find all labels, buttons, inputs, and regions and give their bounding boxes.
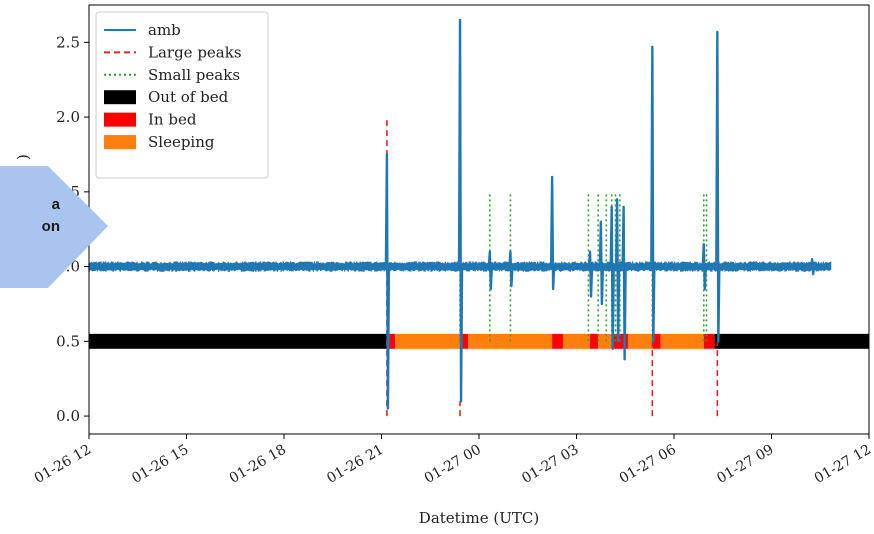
amb-spike <box>587 250 594 298</box>
x-tick-label: 01-27 06 <box>617 442 679 487</box>
callout-label-line-1: a <box>51 196 60 213</box>
state-segment <box>703 333 715 349</box>
state-segment <box>590 333 599 349</box>
state-segment <box>660 333 704 349</box>
state-band <box>89 333 869 349</box>
legend-entry: In bed <box>104 111 197 129</box>
state-segment <box>652 333 661 349</box>
y-axis-label: ) <box>14 154 32 160</box>
state-segment <box>89 333 387 349</box>
y-tick-label: 2.5 <box>56 33 80 51</box>
legend-swatch <box>104 112 136 127</box>
legend-label: Large peaks <box>148 43 242 61</box>
y-tick-label: 0.5 <box>56 332 80 350</box>
state-segment <box>627 333 653 349</box>
x-tick-label: 01-27 00 <box>422 442 484 487</box>
legend-entry: Large peaks <box>104 43 242 61</box>
legend-box <box>95 11 269 179</box>
state-segment <box>714 333 869 349</box>
x-tick-label: 01-26 21 <box>324 442 386 487</box>
legend-swatch <box>104 90 136 105</box>
legend-label: In bed <box>148 111 197 129</box>
y-tick-label: 0.0 <box>56 407 80 425</box>
legend-swatch <box>104 135 136 149</box>
state-segment <box>598 333 612 349</box>
large-peak-markers <box>386 117 719 417</box>
amb-spike <box>715 30 721 343</box>
amb-spike <box>384 153 391 410</box>
x-axis-label: Datetime (UTC) <box>419 509 539 527</box>
x-axis: 01-26 12 01-26 15 01-26 18 01-26 21 01-27 00… <box>32 434 874 487</box>
callout-label-line-2: on <box>41 218 60 235</box>
amb-spike <box>650 45 656 343</box>
legend-entry: Sleeping <box>104 133 215 151</box>
state-segment <box>386 333 396 349</box>
amb-series <box>88 18 832 410</box>
x-tick-label: 01-27 09 <box>714 442 776 487</box>
legend-entry: amb <box>104 21 181 39</box>
amb-spike <box>701 242 707 291</box>
amb-spike <box>508 250 514 288</box>
amb-spike <box>487 250 494 291</box>
legend-label: Small peaks <box>148 66 240 84</box>
amb-spike <box>549 175 556 291</box>
x-tick-label: 01-27 03 <box>519 442 581 487</box>
state-segment <box>562 333 591 349</box>
callout-arrow-shape <box>0 166 108 288</box>
legend-entry: Out of bed <box>104 88 229 106</box>
x-tick-label: 01-26 12 <box>32 442 94 487</box>
x-tick-label: 01-27 12 <box>812 442 874 487</box>
legend-label: Sleeping <box>148 133 215 151</box>
amb-spike <box>609 205 615 350</box>
legend-label: amb <box>148 21 181 39</box>
legend: amb Large peaks Small peaks Out of bed In be… <box>95 11 269 179</box>
callout-label: a on <box>0 194 60 238</box>
state-segment <box>552 333 563 349</box>
amb-spike <box>621 205 627 361</box>
x-tick-label: 01-26 18 <box>227 442 289 487</box>
amb-spike <box>457 18 464 403</box>
x-tick-label: 01-26 15 <box>129 442 191 487</box>
legend-label: Out of bed <box>148 88 229 106</box>
state-segment <box>460 333 469 349</box>
legend-entry: Small peaks <box>104 66 240 84</box>
amb-spike <box>598 220 605 306</box>
y-tick-label: 2.0 <box>56 108 80 126</box>
amb-spike <box>614 198 621 343</box>
state-segment <box>395 333 461 349</box>
amb-spike <box>809 257 816 276</box>
